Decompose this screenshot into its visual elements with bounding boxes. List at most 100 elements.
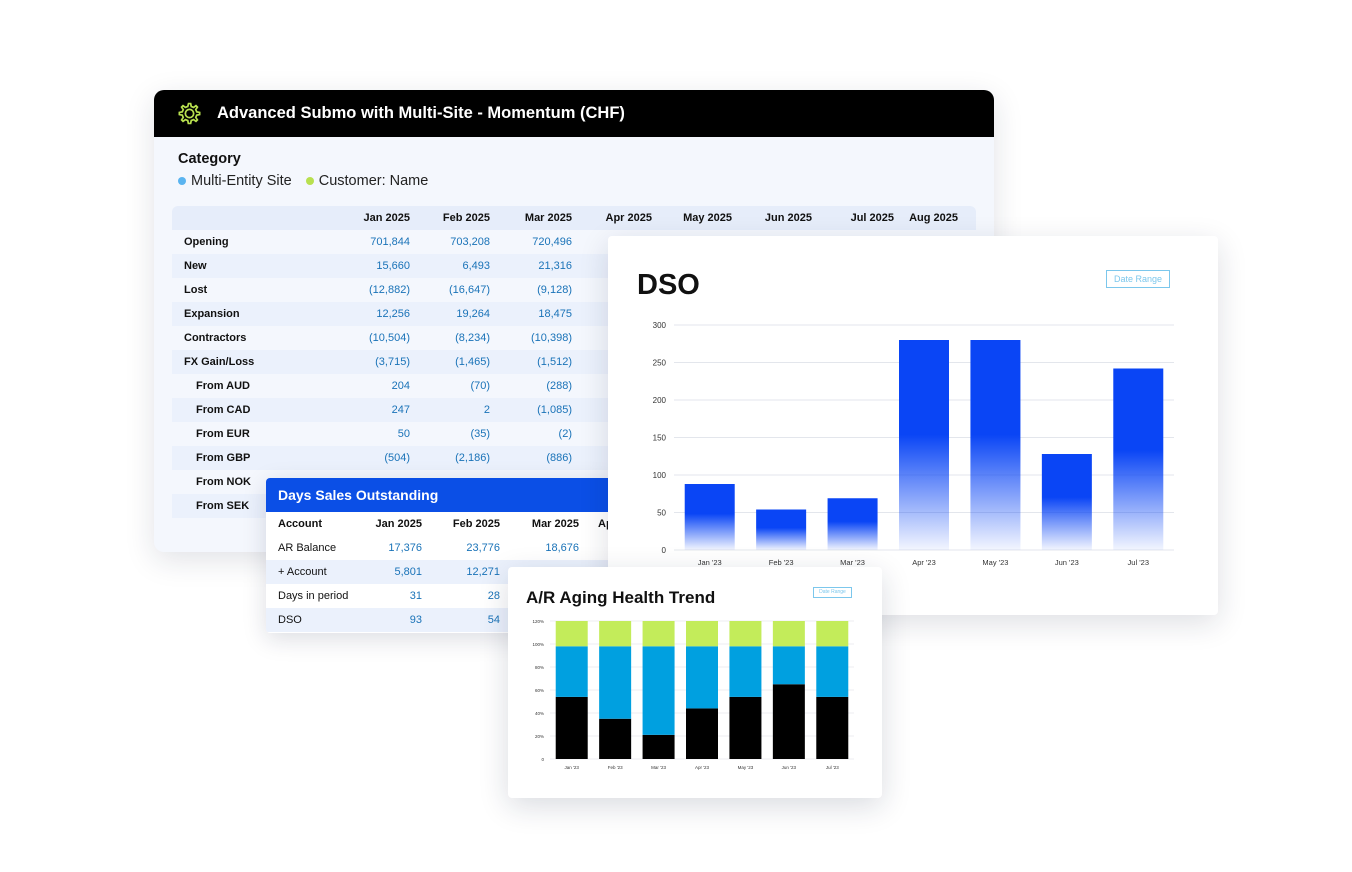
dso-table-title: Days Sales Outstanding	[278, 487, 439, 503]
legend-label: Multi-Entity Site	[191, 173, 292, 189]
table-cell: 31	[409, 590, 422, 602]
table-row[interactable]: Opening 701,844 703,208 720,496	[172, 230, 976, 254]
column-header[interactable]: Apr 2025	[605, 212, 652, 224]
legend-dot	[178, 177, 186, 185]
column-header[interactable]: Aug 2025	[909, 212, 958, 224]
y-tick-label: 200	[653, 396, 667, 405]
table-cell: (1,085)	[537, 404, 572, 416]
table-cell: (16,647)	[449, 284, 490, 296]
ar-aging-stacked-chart: 0 20% 40% 60% 80% 100% 120% Jan '23 Feb '23 Mar '…	[532, 619, 854, 770]
x-tick-label: Jul '23	[1128, 558, 1149, 567]
table-row[interactable]: From NOK	[172, 470, 976, 494]
date-range-button[interactable]: Date Range	[813, 587, 852, 598]
x-tick-label: May '23	[982, 558, 1008, 567]
table-cell: (10,398)	[531, 332, 572, 344]
table-row[interactable]: From AUD 204 (70) (288)	[172, 374, 976, 398]
dso-bar	[1113, 368, 1164, 550]
table-cell: 720,496	[532, 236, 572, 248]
column-header[interactable]: Jan 2025	[363, 212, 410, 224]
legend-item-multi-entity-site[interactable]: Multi-Entity Site	[178, 173, 292, 189]
table-row[interactable]: Contractors (10,504) (8,234) (10,398)	[172, 326, 976, 350]
ar-bar-segment	[555, 646, 588, 697]
ar-bar-segment	[599, 621, 632, 647]
table-row[interactable]: AR Balance 17,376 23,776 18,676	[266, 536, 616, 560]
y-tick-label: 60%	[535, 688, 544, 693]
x-tick-label: Mar '23	[840, 558, 865, 567]
y-tick-label: 20%	[535, 734, 544, 739]
gear-icon[interactable]	[176, 100, 203, 127]
ar-bar-segment	[772, 621, 805, 647]
ar-aging-chart-card: A/R Aging Health Trend Date Range 0 20% 40…	[508, 567, 882, 798]
dso-bar	[970, 340, 1021, 550]
table-cell: 701,844	[370, 236, 410, 248]
submodel-header: Advanced Submo with Multi-Site - Momentu…	[154, 90, 994, 137]
dso-chart-card: DSO Date Range 0 50 100 150 200 250 300 Jan '23…	[608, 236, 1218, 615]
column-header[interactable]: Feb 2025	[452, 518, 500, 530]
dso-table-header: Days Sales Outstanding	[266, 478, 616, 512]
dso-bar	[756, 509, 807, 550]
ar-bar-segment	[686, 708, 718, 759]
table-row[interactable]: From EUR 50 (35) (2)	[172, 422, 976, 446]
row-label: From NOK	[196, 476, 251, 488]
table-cell: 5,801	[394, 566, 422, 578]
row-label: Lost	[184, 284, 208, 296]
y-tick-label: 40%	[535, 711, 544, 716]
table-cell: (70)	[470, 380, 490, 392]
table-cell: (9,128)	[537, 284, 572, 296]
ar-bar-segment	[816, 621, 849, 647]
table-row[interactable]: Lost (12,882) (16,647) (9,128)	[172, 278, 976, 302]
y-tick-label: 0	[662, 546, 667, 555]
row-label: AR Balance	[278, 542, 337, 554]
y-tick-label: 0	[541, 757, 544, 762]
x-tick-label: Mar '23	[651, 765, 666, 770]
row-label: Opening	[184, 236, 229, 248]
ar-bar-segment	[772, 684, 805, 759]
table-cell: 12,256	[376, 308, 410, 320]
table-cell: (35)	[470, 428, 490, 440]
table-cell: (10,504)	[369, 332, 410, 344]
date-range-button[interactable]: Date Range	[1106, 270, 1170, 288]
column-header[interactable]: Jun 2025	[764, 212, 812, 224]
ar-bar-segment	[642, 734, 675, 759]
category-legend: Multi-Entity Site Customer: Name	[178, 173, 442, 189]
table-cell: (3,715)	[375, 356, 410, 368]
ar-bar-segment	[642, 646, 675, 735]
dso-table-panel: Days Sales Outstanding Account Jan 2025 …	[266, 478, 616, 633]
table-cell: 247	[391, 404, 410, 416]
ar-bar-segment	[555, 621, 588, 647]
column-header[interactable]: Jul 2025	[850, 212, 894, 224]
y-tick-label: 80%	[535, 665, 544, 670]
y-tick-label: 100%	[532, 642, 544, 647]
y-tick-label: 150	[653, 434, 667, 443]
row-label: Expansion	[184, 308, 240, 320]
ar-bar-segment	[642, 621, 675, 647]
row-label: + Account	[278, 566, 327, 578]
x-tick-label: Feb '23	[769, 558, 794, 567]
column-header[interactable]: May 2025	[683, 212, 732, 224]
y-tick-label: 300	[653, 321, 667, 330]
legend-item-customer-name[interactable]: Customer: Name	[305, 173, 428, 189]
table-cell: (1,465)	[455, 356, 490, 368]
dso-bar-chart: 0 50 100 150 200 250 300 Jan '23 Feb '23 Mar '23 A…	[653, 321, 1174, 567]
column-header[interactable]: Mar 2025	[524, 212, 572, 224]
ar-bar-segment	[686, 621, 718, 647]
table-cell: (504)	[384, 452, 410, 464]
row-label: From CAD	[196, 404, 251, 416]
table-cell: 2	[483, 404, 490, 416]
dso-bar	[1041, 454, 1092, 550]
y-tick-label: 50	[657, 509, 666, 518]
category-label: Category	[178, 151, 241, 167]
table-row[interactable]: Days in period 31 28	[266, 584, 616, 608]
column-header[interactable]: Account	[278, 518, 322, 530]
table-cell: 12,271	[466, 566, 500, 578]
table-cell: (1,512)	[537, 356, 572, 368]
column-header[interactable]: Mar 2025	[531, 518, 579, 530]
table-cell: (886)	[546, 452, 572, 464]
row-label: From SEK	[196, 500, 250, 512]
table-cell: (8,234)	[455, 332, 490, 344]
column-header[interactable]: Feb 2025	[442, 212, 490, 224]
submodel-title: Advanced Submo with Multi-Site - Momentu…	[217, 104, 625, 122]
row-label: FX Gain/Loss	[184, 356, 255, 368]
column-header[interactable]: Jan 2025	[375, 518, 422, 530]
table-cell: 19,264	[456, 308, 490, 320]
